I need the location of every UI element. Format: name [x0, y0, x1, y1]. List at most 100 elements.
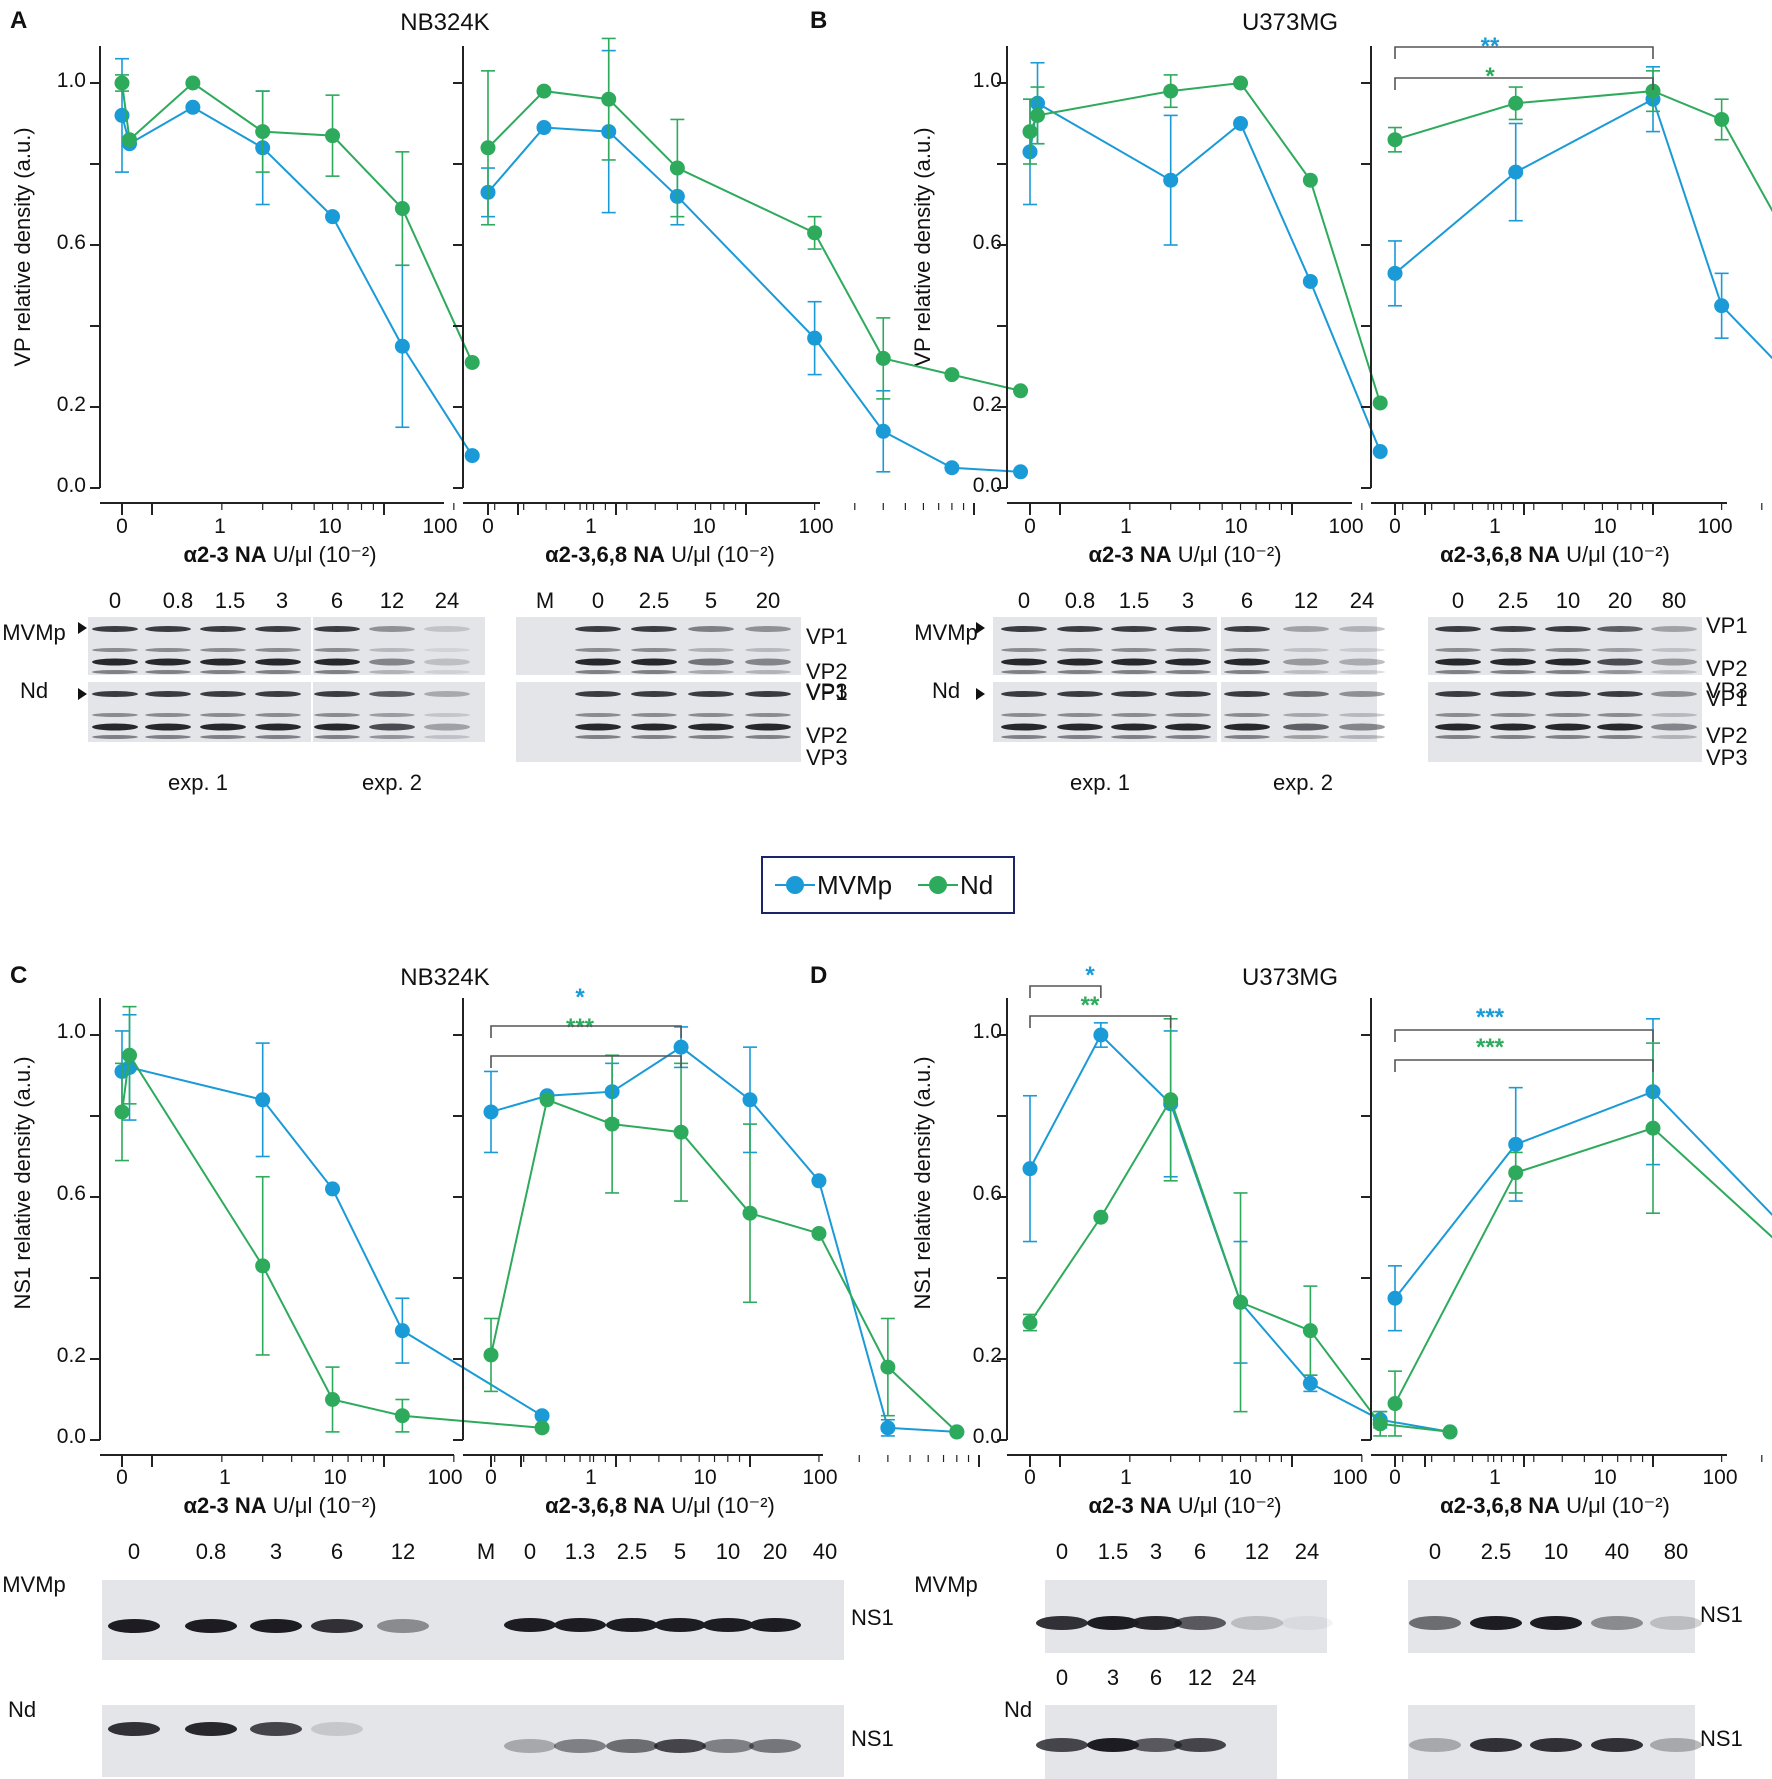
protein-band [688, 691, 734, 697]
protein-band [200, 735, 246, 739]
protein-band [424, 670, 470, 674]
blot-image [1221, 682, 1377, 742]
lane-label: 0 [109, 588, 121, 613]
protein-band [1435, 670, 1481, 674]
protein-band [631, 670, 677, 674]
blot-image [1045, 1580, 1327, 1653]
blot-labels-d: 0 1.5 3 6 12 24 MVMp Nd 0 3 6 12 24 0 2.… [914, 1539, 1688, 1722]
x-ticks-b1: 0 1 10 100 [1024, 515, 1363, 538]
protein-band [92, 658, 138, 666]
lane-label: 12 [1294, 588, 1318, 613]
protein-band [575, 735, 621, 739]
protein-band [145, 670, 191, 674]
protein-band [92, 691, 138, 697]
lane-label: 6 [1194, 1539, 1206, 1564]
protein-band [554, 1739, 606, 1753]
data-point-mvmp [1508, 1136, 1524, 1152]
series-line-mvmp [1394, 97, 1772, 360]
protein-band [1281, 1616, 1333, 1630]
protein-band [1057, 670, 1103, 674]
protein-band [1339, 648, 1385, 652]
data-point-mvmp [325, 1181, 341, 1197]
sig-label-c2-mvmp: * [575, 984, 585, 1011]
protein-band [145, 713, 191, 717]
data-point-nd [742, 1205, 758, 1221]
y-tick-label: 0.0 [973, 474, 1002, 497]
sig-label-c2-nd: *** [566, 1014, 595, 1041]
protein-band [369, 713, 415, 717]
protein-band [1545, 723, 1591, 731]
blot-labels-c: 0 0.8 3 6 12 MVMp Nd M 0 1.3 2.5 5 10 20… [2, 1539, 837, 1722]
protein-band [749, 1739, 801, 1753]
protein-band [554, 1618, 606, 1632]
data-point-nd [1372, 1416, 1388, 1432]
band-label-vp3: VP3 [1706, 678, 1748, 703]
blot-image [102, 1705, 462, 1777]
arrowhead-icon [78, 622, 87, 634]
lane-label: 2.5 [1498, 588, 1529, 613]
protein-band [314, 691, 360, 697]
protein-band [745, 670, 791, 674]
legend-marker-mvmp [786, 876, 804, 894]
protein-band [1111, 735, 1157, 739]
protein-band [1283, 691, 1329, 697]
data-point-nd [1030, 107, 1046, 123]
protein-band [1490, 626, 1536, 632]
protein-band [255, 713, 301, 717]
x-tick-label: 1 [585, 1466, 597, 1489]
blot-image [88, 682, 311, 742]
data-point-nd [1508, 1165, 1524, 1181]
lane-label: 5 [705, 588, 717, 613]
data-point-mvmp [875, 423, 891, 439]
protein-band [185, 1722, 237, 1736]
data-point-nd [1022, 124, 1038, 140]
protein-band [200, 713, 246, 717]
row-label-nd: Nd [8, 1697, 36, 1722]
exp-label: exp. 2 [362, 770, 422, 795]
row-label-mvmp: MVMp [914, 620, 978, 645]
protein-band [1224, 648, 1270, 652]
band-label-vp3: VP3 [1706, 745, 1748, 770]
data-point-mvmp [255, 1092, 271, 1108]
panel-title-a: NB324K [400, 9, 489, 36]
chart-c1 [90, 998, 617, 1467]
sig-label-d2-mvmp: *** [1476, 1004, 1505, 1031]
protein-band [1650, 1616, 1702, 1630]
protein-band [1435, 648, 1481, 652]
protein-band [145, 658, 191, 666]
data-point-nd [1163, 83, 1179, 99]
protein-band [745, 723, 791, 731]
protein-band [1111, 626, 1157, 632]
x-tick-label: 1 [219, 1466, 231, 1489]
protein-band [1165, 735, 1211, 739]
y-tick-label: 0.6 [973, 1182, 1002, 1205]
series-line-nd [487, 90, 1021, 392]
blot-image [313, 682, 485, 742]
protein-band [1409, 1616, 1461, 1630]
protein-band [424, 648, 470, 652]
protein-band [1490, 658, 1536, 666]
row-label-nd: Nd [20, 678, 48, 703]
protein-band [1545, 658, 1591, 666]
lane-label: 10 [1556, 588, 1580, 613]
chart-d1 [997, 985, 1525, 1467]
protein-band [369, 648, 415, 652]
y-tick-label: 0.2 [57, 393, 86, 416]
data-point-mvmp [1013, 464, 1029, 480]
row-label-nd: Nd [932, 678, 960, 703]
data-point-nd [1508, 95, 1524, 111]
data-point-nd [114, 1104, 130, 1120]
row-label-mvmp: MVMp [2, 620, 66, 645]
x-tick-label: 1 [1489, 1466, 1501, 1489]
protein-band [1591, 1616, 1643, 1630]
y-tick-label: 0.0 [57, 474, 86, 497]
data-point-nd [325, 128, 341, 144]
protein-band [424, 691, 470, 697]
protein-band [1283, 658, 1329, 666]
protein-band [1165, 691, 1211, 697]
y-tick-label: 1.0 [57, 1020, 86, 1043]
lane-label: 40 [1605, 1539, 1629, 1564]
exp-label: exp. 1 [1070, 770, 1130, 795]
protein-band [314, 626, 360, 632]
data-point-mvmp [325, 209, 341, 225]
